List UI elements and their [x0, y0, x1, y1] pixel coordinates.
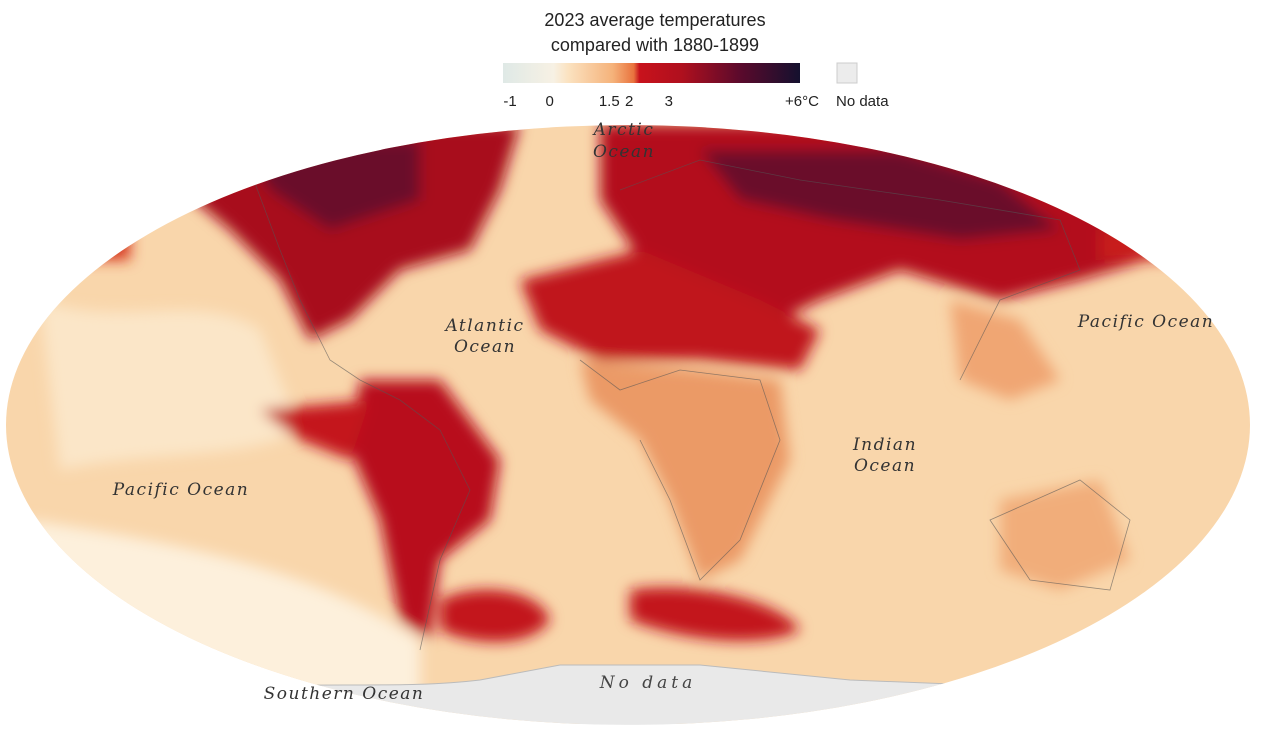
no-data-label: No data — [836, 93, 889, 110]
legend-tick-label: 0 — [546, 93, 554, 110]
ocean-label: Southern Ocean — [264, 684, 425, 704]
legend: No data -1 0 1.5 2 3 +6°C — [503, 62, 889, 110]
legend-tick-label: -1 — [503, 93, 516, 110]
no-data-region-label: No data — [599, 673, 697, 693]
ocean-labels: Arctic Ocean Atlantic Ocean Pacific Ocea… — [112, 120, 1215, 704]
ocean-label: Atlantic — [443, 316, 524, 336]
ocean-label: Ocean — [454, 337, 516, 357]
title-line: compared with 1880-1899 — [551, 35, 759, 55]
ocean-label: Arctic — [592, 120, 655, 140]
ocean-label: Pacific Ocean — [1077, 312, 1215, 332]
color-scale — [503, 63, 800, 83]
map — [6, 125, 1250, 725]
ocean-label: Ocean — [593, 142, 655, 162]
ocean-label: Ocean — [854, 456, 916, 476]
legend-tick-label: 1.5 — [599, 93, 620, 110]
title-line: 2023 average temperatures — [544, 10, 765, 30]
ocean-label: Indian — [852, 435, 917, 455]
ocean-label: Pacific Ocean — [112, 480, 250, 500]
legend-tick-label: 2 — [625, 93, 633, 110]
legend-tick-label: 3 — [665, 93, 673, 110]
no-data-swatch — [836, 62, 858, 84]
legend-tick-label: +6°C — [785, 93, 819, 110]
